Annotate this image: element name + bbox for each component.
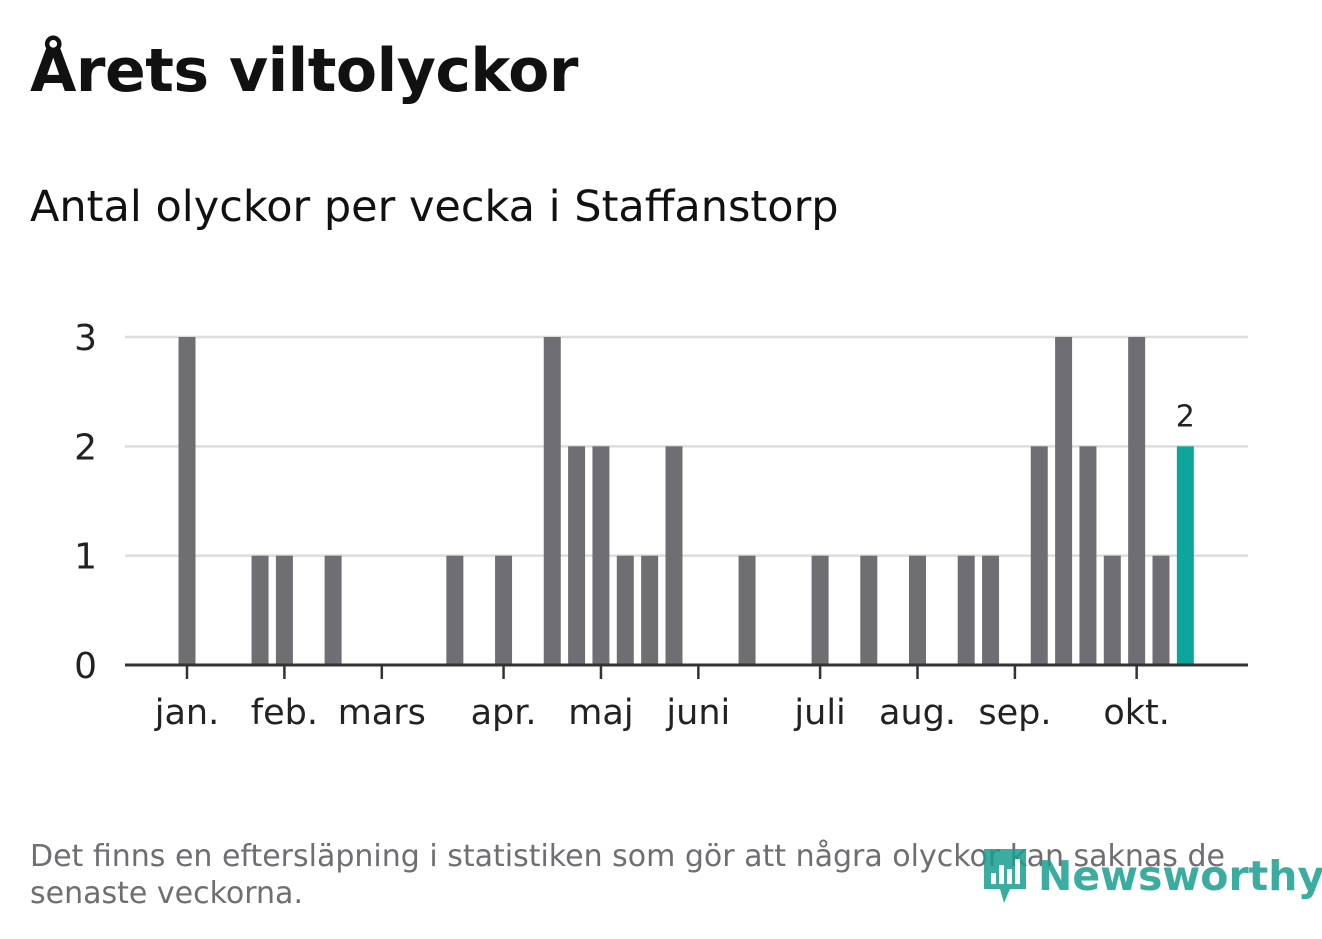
bar [275,555,293,665]
y-tick-label: 3 [74,318,97,359]
data-label: 2 [1176,399,1195,434]
y-tick-label: 2 [74,427,97,468]
bar [1055,337,1073,665]
newsworthy-logo: Newsworthy [980,845,1322,907]
bar [860,555,878,665]
logo-text: Newsworthy [1038,852,1322,900]
bar [982,555,1000,665]
bar [641,555,659,665]
bar [543,337,561,665]
x-tick-label: apr. [471,693,537,733]
x-tick-label: juni [665,693,730,733]
x-tick-label: juli [793,693,845,733]
y-tick-label: 0 [74,646,97,687]
bar [592,446,610,665]
bar [909,555,926,665]
bar-highlight [1176,446,1194,665]
bar-chart-pin-icon [984,849,1026,903]
bar [1103,555,1121,665]
x-tick-label: jan. [154,693,219,733]
x-tick-label: sep. [978,693,1051,733]
bar [1030,446,1048,665]
x-tick-label: mars [338,693,426,733]
x-tick-label: maj [568,693,633,733]
bar [568,446,586,665]
chart-title: Årets viltolyckor [30,36,579,106]
bar [665,446,683,665]
bar [495,555,513,665]
bar [251,555,269,665]
bar [811,555,829,665]
x-tick-label: feb. [251,693,318,733]
bar [178,337,196,665]
bar-chart: 0 1 2 3 2 jan. feb. mars apr. maj juni juli aug. sep.… [74,318,1248,733]
bar [957,555,975,665]
bar [738,555,756,665]
bar [1128,337,1146,665]
bar [1079,446,1097,665]
chart-subtitle: Antal olyckor per vecka i Staffanstorp [30,182,839,232]
bar [1152,555,1170,665]
bar [324,555,342,665]
bar [616,555,634,665]
y-tick-label: 1 [74,537,97,578]
x-tick-label: aug. [879,693,956,733]
x-tick-label: okt. [1103,693,1170,733]
bar [446,555,464,665]
